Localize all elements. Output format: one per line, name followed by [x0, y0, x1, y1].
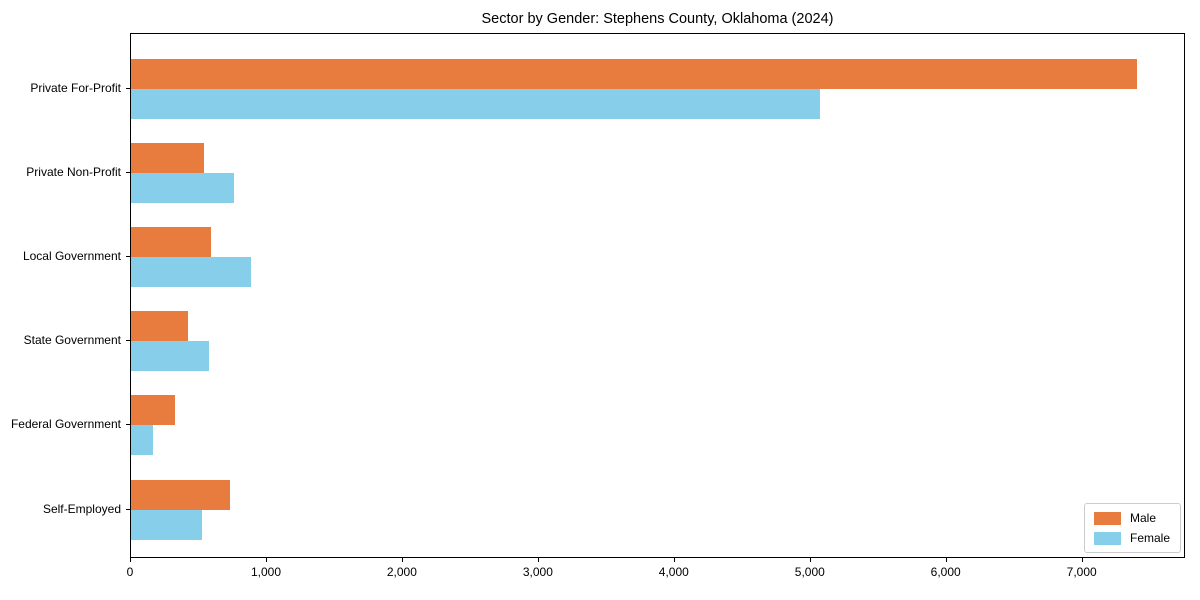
- legend: Male Female: [1083, 503, 1181, 553]
- female-bar: [131, 256, 251, 287]
- y-tick-mark: [126, 255, 130, 257]
- x-tick-mark: [130, 558, 131, 562]
- male-bar: [131, 226, 212, 257]
- x-axis-tick-label: 3,000: [522, 565, 553, 579]
- female-bar: [131, 341, 209, 372]
- legend-swatch: [1093, 511, 1121, 525]
- female-bar: [131, 509, 202, 540]
- plot-area: [130, 33, 1185, 558]
- legend-item: Female: [1093, 531, 1170, 545]
- female-bar: [131, 425, 153, 456]
- x-axis-tick-label: 5,000: [794, 565, 825, 579]
- y-tick-mark: [126, 171, 130, 173]
- y-axis-label: State Government: [23, 333, 121, 348]
- x-axis-tick-label: 1,000: [250, 565, 282, 579]
- legend-swatch: [1093, 531, 1121, 545]
- legend-label: Male: [1129, 511, 1156, 525]
- y-axis-label: Self-Employed: [42, 501, 121, 516]
- x-axis-tick-label: 7,000: [1066, 565, 1097, 579]
- male-bar: [131, 311, 189, 342]
- male-bar: [131, 479, 231, 510]
- y-axis-label: Local Government: [22, 248, 121, 263]
- x-tick-mark: [266, 558, 267, 562]
- x-tick-mark: [401, 558, 403, 562]
- x-tick-mark: [945, 558, 947, 562]
- x-tick-mark: [537, 558, 539, 562]
- legend-item: Male: [1093, 511, 1170, 525]
- male-bar: [131, 58, 1138, 89]
- legend-label: Female: [1129, 531, 1170, 545]
- y-tick-mark: [126, 87, 130, 89]
- y-tick-mark: [126, 340, 130, 342]
- y-axis-label: Federal Government: [10, 417, 121, 432]
- chart-title: Sector by Gender: Stephens County, Oklah…: [481, 11, 834, 27]
- x-tick-mark: [809, 558, 811, 562]
- x-axis-tick-label: 0: [126, 565, 134, 579]
- x-axis-tick-label: 2,000: [386, 565, 417, 579]
- y-axis-label: Private For-Profit: [30, 80, 121, 95]
- y-tick-mark: [126, 424, 130, 426]
- female-bar: [131, 172, 235, 203]
- y-axis-label: Private Non-Profit: [26, 164, 121, 179]
- x-tick-mark: [1081, 558, 1083, 562]
- x-axis-tick-label: 6,000: [930, 565, 961, 579]
- y-tick-mark: [126, 508, 130, 510]
- male-bar: [131, 142, 205, 173]
- x-axis-tick-label: 4,000: [658, 565, 689, 579]
- x-tick-mark: [673, 558, 675, 562]
- female-bar: [131, 88, 821, 119]
- male-bar: [131, 395, 175, 426]
